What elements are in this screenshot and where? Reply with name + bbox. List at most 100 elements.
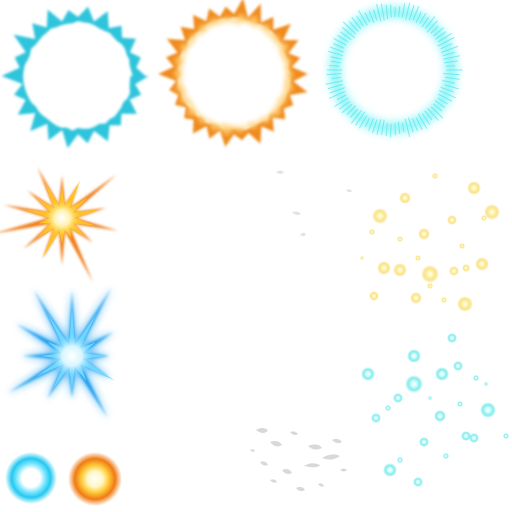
sparkle-dot (385, 405, 391, 411)
glow-ray (330, 60, 341, 64)
glow-ray (333, 37, 347, 46)
glow-ray (355, 111, 366, 126)
glow-ray (368, 117, 375, 131)
glow-ray (358, 10, 368, 26)
glow-ray (412, 118, 419, 132)
sparkle-dot (434, 410, 446, 422)
glow-ray (439, 90, 457, 99)
glow-ray (346, 105, 357, 116)
glow-ray (349, 108, 359, 118)
glow-ray (364, 117, 370, 128)
glow-ray (349, 21, 359, 32)
glow-ray (401, 122, 405, 132)
glow-ray (376, 3, 382, 22)
glow-ray (404, 118, 411, 138)
sparkle-dot (481, 215, 487, 221)
glow-ray (437, 93, 453, 102)
glow-ray (333, 43, 345, 49)
glow-ray (433, 103, 443, 112)
cyan-burst-ring (1, 6, 149, 149)
sparkle-dot (503, 433, 509, 439)
glow-ray (381, 119, 385, 135)
glow-ray (435, 31, 447, 40)
sparkle-dot (462, 264, 470, 272)
glow-ray (337, 34, 349, 43)
sparkle-dot (383, 463, 397, 477)
sparkle-dot (461, 431, 471, 441)
glow-ray (340, 31, 352, 41)
glow-ray (328, 50, 344, 57)
sparkle-dot (457, 401, 463, 407)
glow-ray (397, 121, 401, 134)
sparkle-dot (405, 375, 423, 393)
sparkle-dot (443, 453, 449, 459)
sparkle-dot (393, 263, 407, 277)
glow-ray (437, 32, 452, 43)
sparkle-dot (413, 477, 423, 487)
glow-ray (437, 37, 455, 47)
glow-ray (430, 106, 444, 119)
glow-ray (336, 94, 347, 101)
sparkle-dot (469, 433, 479, 443)
glow-ray (356, 15, 364, 27)
glow-ray (443, 73, 460, 76)
sparkle-dot (428, 396, 432, 400)
glow-ray (415, 11, 422, 23)
glow-ray (358, 115, 368, 129)
glow-ray (440, 45, 459, 53)
glow-ray (427, 107, 439, 121)
glow-ray (385, 123, 388, 136)
glow-ray (380, 3, 385, 21)
sparkle-dot (361, 367, 375, 381)
glow-ray (327, 83, 344, 90)
sparkle-dot (397, 457, 403, 463)
sparkle-dot (435, 367, 449, 381)
glow-ray (443, 55, 460, 60)
glow-ray (444, 84, 459, 90)
glow-ray (424, 16, 436, 30)
sparkle-dot (360, 256, 364, 260)
glow-ray (376, 119, 382, 135)
glow-ray (408, 4, 415, 21)
glow-ray (440, 86, 454, 93)
glow-ray (445, 65, 456, 67)
sparkle-dot (393, 393, 403, 403)
sparkle-dot (369, 229, 375, 235)
blue-star-burst (6, 286, 115, 420)
sparkle-dot (484, 204, 500, 220)
glow-ray (350, 110, 362, 124)
glow-ray (390, 4, 392, 18)
cyan-orb (5, 452, 57, 504)
sparkle-dot (371, 413, 381, 423)
sparkle-dot (441, 297, 447, 303)
sparkle-dot (410, 292, 422, 304)
sparkle-dot (372, 208, 388, 224)
sparkle-dot (449, 266, 459, 276)
glow-ray (419, 12, 427, 24)
glow-ray (417, 113, 428, 129)
glow-ray (351, 16, 362, 30)
sparkle-dot (447, 333, 457, 343)
sparkle-dot (432, 173, 438, 179)
sparkle-dot (473, 375, 479, 381)
glow-ray (412, 6, 420, 21)
sparkle-dot (453, 361, 463, 371)
yellow-sparkles (360, 173, 500, 312)
white-smoke-wisps (276, 170, 352, 237)
sparkle-dot (397, 236, 403, 242)
glow-ray (326, 73, 342, 76)
sparkle-dot (447, 215, 457, 225)
glow-ray (415, 117, 423, 131)
sparkle-dot (369, 291, 379, 301)
white-debris (250, 428, 347, 492)
glow-ray (433, 27, 444, 37)
sparkle-dot (459, 243, 465, 249)
glow-ray (341, 27, 356, 39)
glow-ray (430, 25, 439, 34)
glow-ray (390, 123, 392, 138)
sparkle-dot (407, 349, 421, 363)
glow-ray (434, 100, 446, 109)
glow-ray (421, 16, 430, 28)
sparkle-dot (467, 181, 481, 195)
